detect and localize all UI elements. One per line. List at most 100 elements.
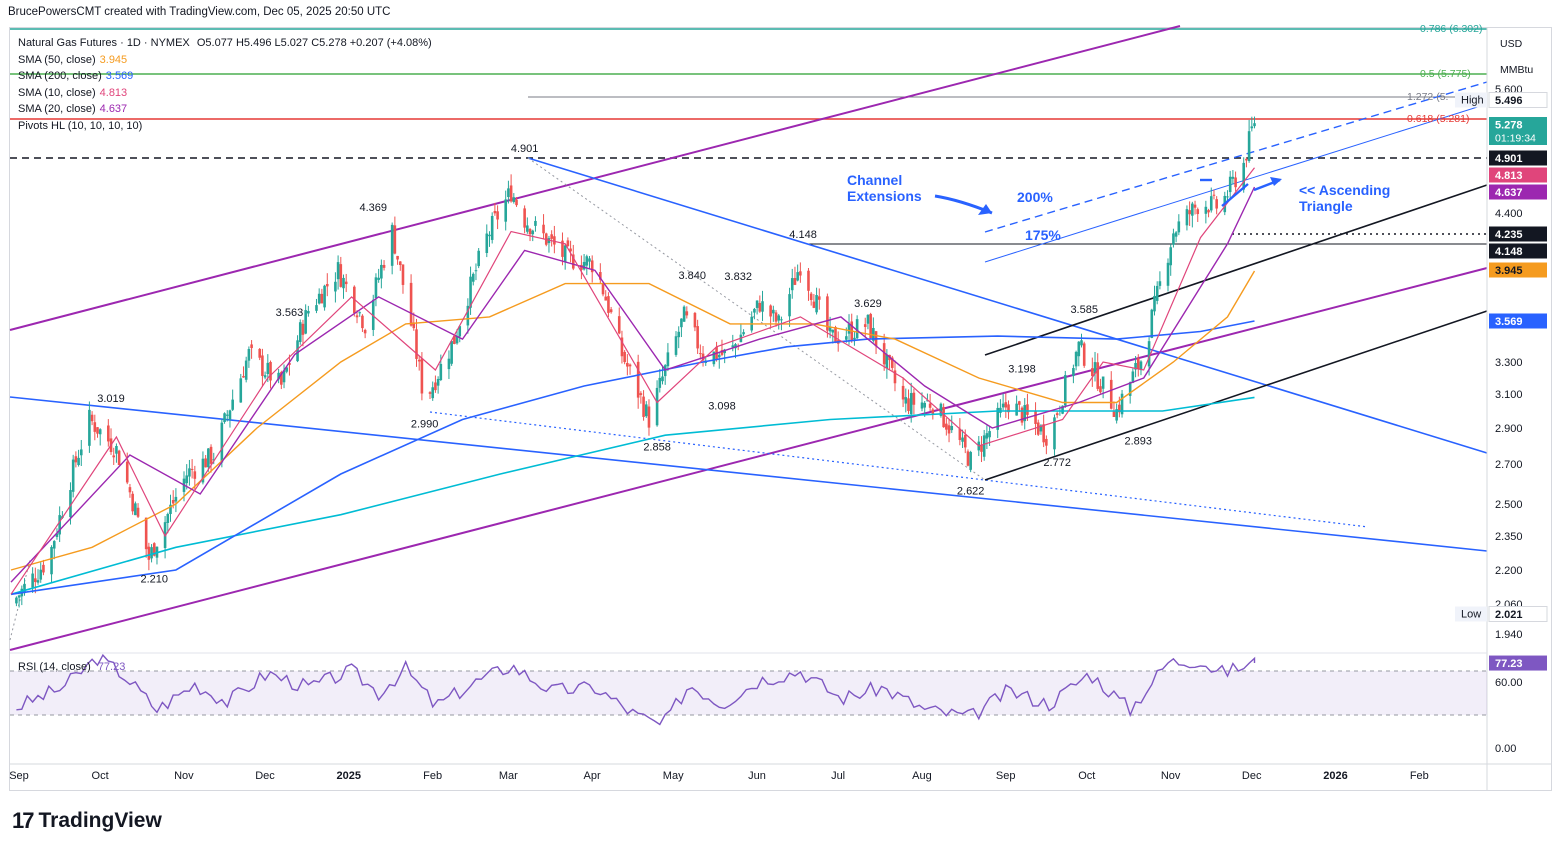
candle-body bbox=[920, 402, 924, 409]
candle-body bbox=[677, 331, 681, 338]
price-tag-value-3: 4.813 bbox=[1495, 170, 1523, 182]
candle-body bbox=[666, 352, 670, 367]
candle-body bbox=[220, 422, 224, 463]
candle-body bbox=[1007, 404, 1010, 413]
candle-body bbox=[185, 475, 189, 484]
candle-body bbox=[55, 533, 59, 538]
pivot-label-2: 3.563 bbox=[276, 307, 304, 319]
candle-body bbox=[939, 403, 943, 416]
candle-body bbox=[1112, 411, 1116, 417]
price-tag-value-9: 2.021 bbox=[1495, 609, 1523, 621]
candle-body bbox=[428, 392, 432, 394]
fib-label-1: 0.5 (5.775) bbox=[1420, 68, 1471, 80]
candle-body bbox=[431, 387, 435, 399]
candle-body bbox=[447, 358, 451, 370]
candle-body bbox=[115, 445, 118, 454]
candle-body bbox=[507, 188, 510, 197]
candle-body bbox=[31, 573, 34, 588]
candle-body bbox=[1042, 424, 1045, 443]
candle-body bbox=[623, 351, 626, 363]
candle-body bbox=[1155, 285, 1159, 301]
candle-body bbox=[225, 414, 229, 416]
candle-body bbox=[712, 351, 716, 365]
candle-body bbox=[699, 353, 702, 355]
y-tick-4: 2.900 bbox=[1495, 423, 1523, 435]
candle-body bbox=[1185, 209, 1189, 226]
candle-body bbox=[588, 258, 591, 262]
candle-body bbox=[945, 423, 948, 430]
price-tag-bg-9 bbox=[1488, 606, 1548, 622]
y-tick-10: 1.940 bbox=[1495, 629, 1523, 641]
candle-body bbox=[636, 361, 640, 398]
candle-body bbox=[474, 270, 478, 272]
candle-body bbox=[1039, 425, 1043, 432]
candle-body bbox=[336, 262, 340, 280]
pivot-label-6: 2.858 bbox=[643, 442, 671, 454]
candle-body bbox=[477, 250, 480, 267]
candle-body bbox=[504, 199, 508, 222]
purple-channel-lower bbox=[9, 267, 1488, 651]
candle-body bbox=[831, 329, 835, 333]
candle-body bbox=[77, 457, 80, 466]
legend-indicator-1: SMA (200, close) 3.569 bbox=[18, 68, 432, 85]
candle-body bbox=[193, 471, 197, 479]
rsi-value-tag: 77.23 bbox=[1495, 658, 1523, 670]
pivot-label-0: 3.019 bbox=[97, 393, 125, 405]
x-tick-5: Feb bbox=[423, 770, 442, 782]
candle-body bbox=[845, 336, 848, 340]
price-tag-value-0: 5.496 bbox=[1495, 95, 1523, 107]
candle-body bbox=[323, 285, 326, 308]
candle-body bbox=[490, 215, 494, 240]
pivot-label-7: 3.840 bbox=[678, 270, 706, 282]
x-tick-14: Nov bbox=[1161, 770, 1181, 782]
candle-body bbox=[639, 393, 643, 395]
candle-body bbox=[988, 431, 991, 438]
candle-body bbox=[720, 350, 724, 355]
x-tick-8: May bbox=[663, 770, 684, 782]
legend-indicator-label: Pivots HL (10, 10, 10, 10) bbox=[18, 119, 143, 132]
legend: Natural Gas Futures · 1D · NYMEX O5.077 … bbox=[18, 35, 432, 135]
candle-body bbox=[266, 362, 270, 375]
candle-body bbox=[493, 211, 497, 214]
y-tick-8: 2.200 bbox=[1495, 565, 1523, 577]
candle-body bbox=[1139, 361, 1143, 371]
candle-body bbox=[1074, 351, 1078, 367]
blue-channel-upper bbox=[527, 157, 1488, 454]
black-channel-lower bbox=[984, 310, 1488, 481]
candle-body bbox=[828, 327, 832, 332]
candle-body bbox=[628, 364, 632, 367]
sma10-line bbox=[10, 167, 1255, 595]
candle-body bbox=[1172, 233, 1175, 245]
candle-body bbox=[358, 312, 362, 314]
candle-body bbox=[396, 255, 399, 260]
candle-body bbox=[1096, 362, 1100, 389]
candle-body bbox=[420, 358, 424, 394]
candle-body bbox=[393, 225, 397, 254]
x-tick-17: Feb bbox=[1410, 770, 1429, 782]
candle-body bbox=[661, 376, 664, 382]
candle-body bbox=[1247, 131, 1251, 161]
candle-body bbox=[826, 296, 829, 331]
candle-body bbox=[1061, 405, 1064, 414]
candle-body bbox=[890, 357, 894, 368]
x-tick-10: Jul bbox=[831, 770, 845, 782]
candle-body bbox=[42, 564, 45, 573]
candle-body bbox=[796, 272, 799, 281]
candle-body bbox=[1036, 422, 1040, 435]
candle-body bbox=[228, 410, 232, 420]
candle-body bbox=[223, 413, 226, 422]
candle-body bbox=[304, 310, 307, 334]
tradingview-logo-text: TradingView bbox=[38, 809, 162, 832]
candle-body bbox=[644, 404, 648, 417]
candle-body bbox=[1020, 407, 1024, 423]
candle-body bbox=[409, 282, 413, 326]
candle-body bbox=[147, 546, 151, 560]
candle-body bbox=[696, 326, 699, 349]
pivot-label-16: 2.893 bbox=[1125, 435, 1153, 447]
tradingview-logo[interactable]: 17 TradingView bbox=[12, 808, 162, 834]
candle-body bbox=[1093, 362, 1097, 374]
candle-body bbox=[247, 349, 251, 361]
grey-dotted-start bbox=[9, 559, 31, 641]
rsi-tick-1: 0.00 bbox=[1495, 743, 1516, 755]
